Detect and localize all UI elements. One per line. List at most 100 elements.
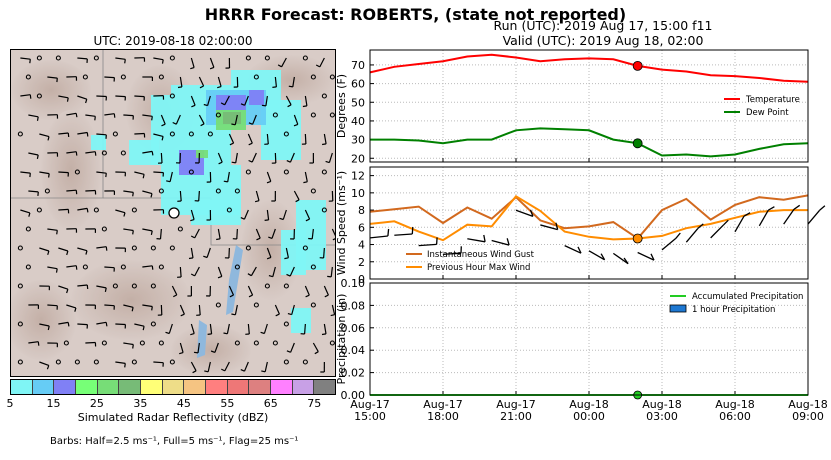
- wind-barb-feather: [248, 294, 253, 298]
- wind-barb-feather: [105, 246, 108, 251]
- wind-barb-staff: [142, 190, 153, 195]
- wind-barb-feather: [48, 173, 50, 178]
- wind-barb-feather: [220, 102, 225, 106]
- wind-barb-feather: [229, 142, 234, 146]
- colorbar-tick-label: 55: [220, 397, 235, 410]
- wind-barb-staff: [224, 95, 230, 106]
- calm-wind-marker: [283, 169, 289, 175]
- wind-barb-feather: [218, 161, 223, 165]
- calm-wind-marker: [63, 340, 69, 346]
- wind-barb-staff: [207, 361, 211, 372]
- x-tick-time-label: 03:00: [646, 410, 678, 423]
- wind-barb-feather: [94, 116, 96, 121]
- calm-wind-marker: [36, 93, 42, 99]
- legend-label: 1 hour Precipitation: [692, 305, 775, 315]
- wind-barb-staff: [77, 207, 88, 211]
- y-tick-label: 60: [351, 78, 365, 91]
- y-axis-label: Wind Speed (ms⁻¹): [335, 171, 348, 275]
- wind-barb-staff: [293, 114, 299, 125]
- wind-barb-feather: [223, 332, 228, 335]
- calm-wind-marker: [74, 359, 80, 365]
- wind-barb-staff: [197, 342, 200, 353]
- calm-wind-marker: [234, 264, 240, 270]
- wind-barb-feather: [266, 256, 272, 260]
- wind-barb-staff: [77, 131, 88, 135]
- wind-barb-staff: [266, 171, 272, 182]
- timeseries-wind-barb-feather: [767, 206, 775, 211]
- wind-barb-feather: [46, 365, 50, 370]
- wind-barb-staff: [266, 133, 269, 145]
- legend-label: Temperature: [745, 95, 800, 105]
- wind-barb-staff: [265, 95, 268, 106]
- wind-barb-staff: [235, 152, 238, 163]
- wind-barb-staff: [206, 247, 211, 258]
- calm-wind-marker: [169, 131, 175, 137]
- wind-barb-feather: [332, 238, 335, 241]
- wind-barb-feather: [161, 59, 164, 64]
- wind-barb-staff: [228, 133, 235, 144]
- calm-wind-marker: [150, 283, 156, 289]
- colorbar-tick-label: 65: [263, 397, 278, 410]
- calm-wind-marker: [226, 207, 232, 213]
- wind-barb-staff: [234, 114, 238, 125]
- wind-barb-staff: [330, 266, 333, 277]
- y-tick-label: 2: [358, 256, 365, 269]
- calm-wind-marker: [215, 302, 221, 308]
- calm-wind-marker: [17, 283, 23, 289]
- wind-barb-feather: [191, 104, 196, 108]
- calm-wind-marker: [310, 188, 316, 194]
- chart-panel-3: 0.00 0.02 0.04 0.06 0.08 0.10 Precipitation (i…: [335, 277, 828, 423]
- calm-wind-marker: [177, 226, 183, 232]
- wind-barb-staff: [247, 133, 253, 144]
- calm-wind-marker: [188, 131, 194, 137]
- wind-barb-staff: [304, 133, 307, 145]
- wind-barb-feather: [231, 313, 236, 316]
- wind-barb-feather: [305, 218, 310, 222]
- y-tick-label: 4: [358, 239, 365, 252]
- wind-barb-staff: [96, 95, 107, 98]
- radar-map: [10, 49, 336, 377]
- colorbar-tick-label: 15: [46, 397, 61, 410]
- wind-barb-staff: [271, 228, 276, 239]
- wind-barb-staff: [142, 265, 153, 268]
- calm-wind-marker: [25, 226, 31, 232]
- wind-barb-feather: [105, 173, 107, 178]
- wind-barb-feather: [315, 64, 321, 68]
- calm-wind-marker: [234, 188, 240, 194]
- wind-barb-staff: [304, 209, 311, 220]
- wind-barb-feather: [256, 237, 261, 241]
- colorbar-segment: [119, 380, 142, 394]
- wind-barb-staff: [47, 228, 58, 231]
- calm-wind-marker: [302, 55, 308, 61]
- wind-barb-staff: [58, 321, 69, 325]
- wind-barb-staff: [179, 266, 182, 278]
- wind-barb-staff: [85, 341, 96, 344]
- wind-barb-staff: [243, 361, 249, 372]
- wind-barb-staff: [304, 323, 306, 335]
- calm-wind-marker: [310, 112, 316, 118]
- wind-barb-feather: [293, 123, 299, 127]
- colorbar-segment: [76, 380, 98, 394]
- wind-barb-staff: [47, 304, 58, 307]
- wind-barb-feather: [74, 307, 77, 312]
- radar-echo-cell: [291, 308, 311, 333]
- wind-barb-feather: [86, 208, 89, 213]
- calm-wind-marker: [112, 131, 118, 137]
- calm-wind-marker: [158, 264, 164, 270]
- wind-barb-staff: [266, 209, 270, 220]
- wind-barb-feather: [66, 250, 69, 256]
- wind-barb-staff: [39, 361, 50, 366]
- calm-wind-marker: [131, 283, 137, 289]
- radar-echo-cell: [196, 150, 208, 158]
- wind-barb-staff: [96, 133, 107, 136]
- timeseries-wind-barb: [394, 233, 413, 236]
- wind-barb-staff: [247, 323, 250, 335]
- station-marker: [168, 207, 180, 219]
- calm-wind-marker: [36, 207, 42, 213]
- y-tick-label: 70: [351, 59, 365, 72]
- wind-barb-staff: [123, 190, 134, 193]
- wind-barb-staff: [243, 209, 249, 220]
- wind-barb-feather: [151, 116, 153, 121]
- x-tick-date-label: Aug-18: [642, 398, 681, 411]
- wind-barb-feather: [124, 363, 126, 368]
